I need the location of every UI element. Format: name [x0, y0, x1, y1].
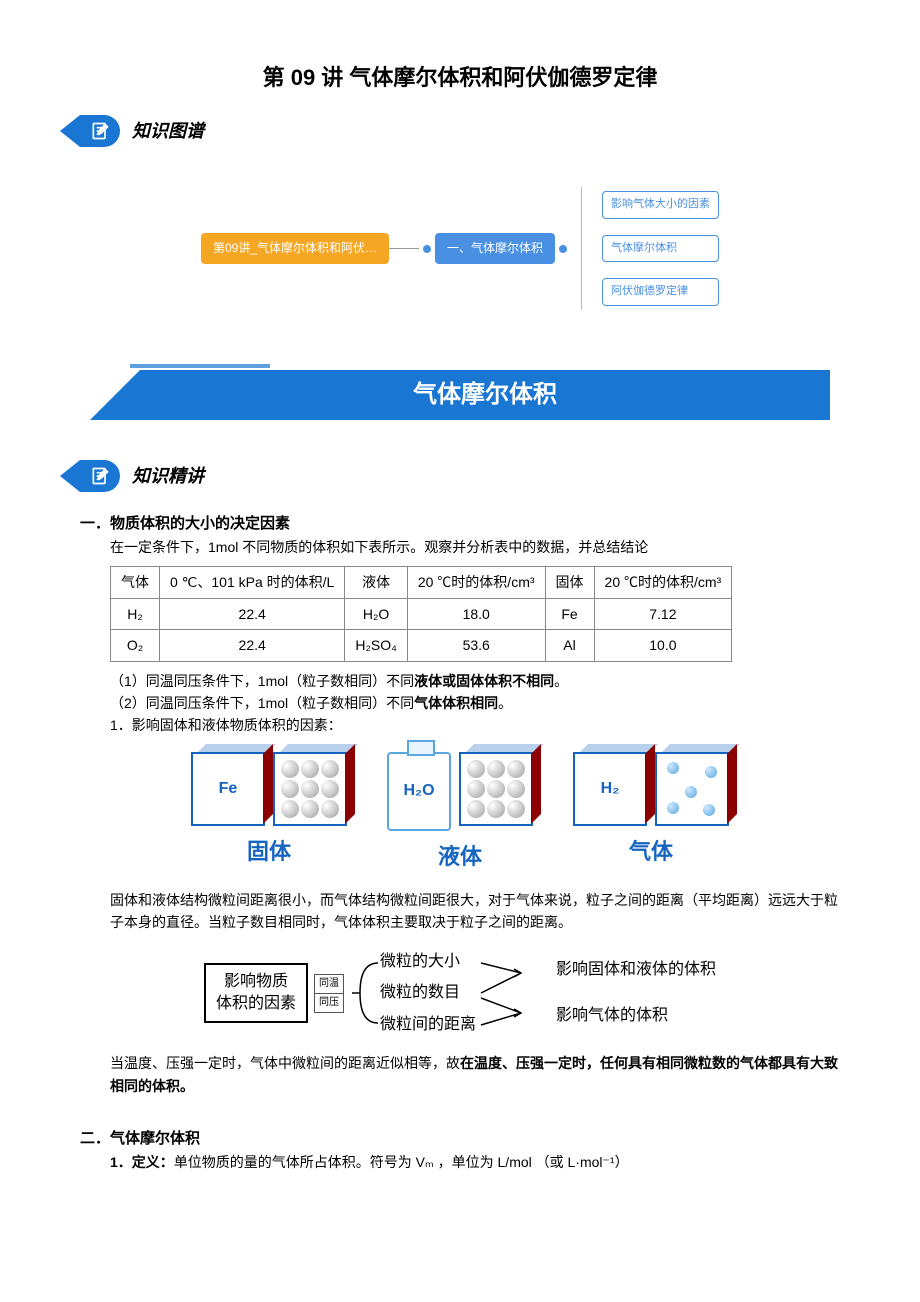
mindmap-leaf: 气体摩尔体积	[602, 235, 719, 263]
dot-icon	[423, 245, 431, 253]
liquid-label: 液体	[387, 839, 533, 874]
intro-text: 在一定条件下，1mol 不同物质的体积如下表所示。观察并分析表中的数据，并总结结…	[110, 536, 840, 558]
result-2: 影响气体的体积	[556, 1003, 716, 1029]
gas-column: H₂ 气体	[573, 752, 729, 874]
lecture-label: 知识精讲	[132, 462, 204, 491]
bracket-icon	[350, 958, 380, 1028]
states-diagram: Fe 固体 H₂O 液体 H₂ 气体	[80, 752, 840, 874]
point-1: （1）同温同压条件下，1mol（粒子数相同）不同液体或固体体积不相同。	[110, 670, 840, 692]
notes-icon	[80, 115, 120, 147]
th: 20 ℃时的体积/cm³	[407, 567, 545, 598]
arrows-icon	[476, 953, 536, 1033]
solid-label: 固体	[191, 834, 347, 869]
paragraph-1: 固体和液体结构微粒间距离很小，而气体结构微粒间距很大，对于气体来说，粒子之间的距…	[110, 889, 840, 934]
condition-label: 同温 同压	[314, 974, 344, 1013]
th: 0 ℃、101 kPa 时的体积/L	[160, 567, 345, 598]
spheres-cube-icon	[273, 752, 347, 826]
spheres-cube-icon	[459, 752, 533, 826]
mindmap-root: 第09讲_气体摩尔体积和阿伏…	[201, 233, 389, 264]
banner-text: 气体摩尔体积	[413, 376, 557, 414]
th: 固体	[545, 567, 594, 598]
bottle-icon: H₂O	[387, 752, 451, 831]
th: 20 ℃时的体积/cm³	[594, 567, 732, 598]
notes-icon	[80, 460, 120, 492]
fe-cube-icon: Fe	[191, 752, 265, 826]
dot-icon	[559, 245, 567, 253]
mindmap-leaf: 影响气体大小的因素	[602, 191, 719, 219]
factor-diagram: 影响物质 体积的因素 同温 同压 微粒的大小 微粒的数目 微粒间的距离 影响固体…	[80, 949, 840, 1038]
section-lecture-badge: 知识精讲	[80, 460, 840, 492]
table-row: H₂22.4 H₂O18.0 Fe7.12	[111, 598, 732, 629]
connector	[389, 248, 419, 249]
section-mindmap-badge: 知识图谱	[80, 115, 840, 147]
liquid-column: H₂O 液体	[387, 752, 533, 874]
mindmap-diagram: 第09讲_气体摩尔体积和阿伏… 一、气体摩尔体积 影响气体大小的因素 气体摩尔体…	[80, 187, 840, 310]
section-banner: 气体摩尔体积	[80, 370, 840, 420]
paragraph-2: 当温度、压强一定时，气体中微粒间的距离近似相等，故在温度、压强一定时，任何具有相…	[110, 1052, 840, 1097]
factor-box: 影响物质 体积的因素	[204, 963, 308, 1024]
result-1: 影响固体和液体的体积	[556, 957, 716, 983]
mindmap-leaf: 阿伏伽德罗定律	[602, 278, 719, 306]
gas-label: 气体	[573, 834, 729, 869]
factor-2: 微粒的数目	[380, 980, 476, 1006]
h2-cube-icon: H₂	[573, 752, 647, 826]
sub-heading: 1．影响固体和液体物质体积的因素：	[110, 714, 840, 736]
factor-3: 微粒间的距离	[380, 1012, 476, 1038]
volume-table: 气体 0 ℃、101 kPa 时的体积/L 液体 20 ℃时的体积/cm³ 固体…	[110, 566, 732, 661]
page-title: 第 09 讲 气体摩尔体积和阿伏伽德罗定律	[80, 60, 840, 95]
th: 液体	[345, 567, 408, 598]
th: 气体	[111, 567, 160, 598]
mindmap-mid: 一、气体摩尔体积	[435, 233, 555, 264]
heading-2: 二．气体摩尔体积	[80, 1127, 840, 1151]
mindmap-label: 知识图谱	[132, 117, 204, 146]
definition: 1．定义：单位物质的量的气体所占体积。符号为 Vₘ ，单位为 L/mol （或 …	[110, 1151, 840, 1173]
solid-column: Fe 固体	[191, 752, 347, 874]
sparse-cube-icon	[655, 752, 729, 826]
table-row: O₂22.4 H₂SO₄53.6 Al10.0	[111, 630, 732, 661]
point-2: （2）同温同压条件下，1mol（粒子数相同）不同气体体积相同。	[110, 692, 840, 714]
factor-1: 微粒的大小	[380, 949, 476, 975]
heading-1: 一．物质体积的大小的决定因素	[80, 512, 840, 536]
